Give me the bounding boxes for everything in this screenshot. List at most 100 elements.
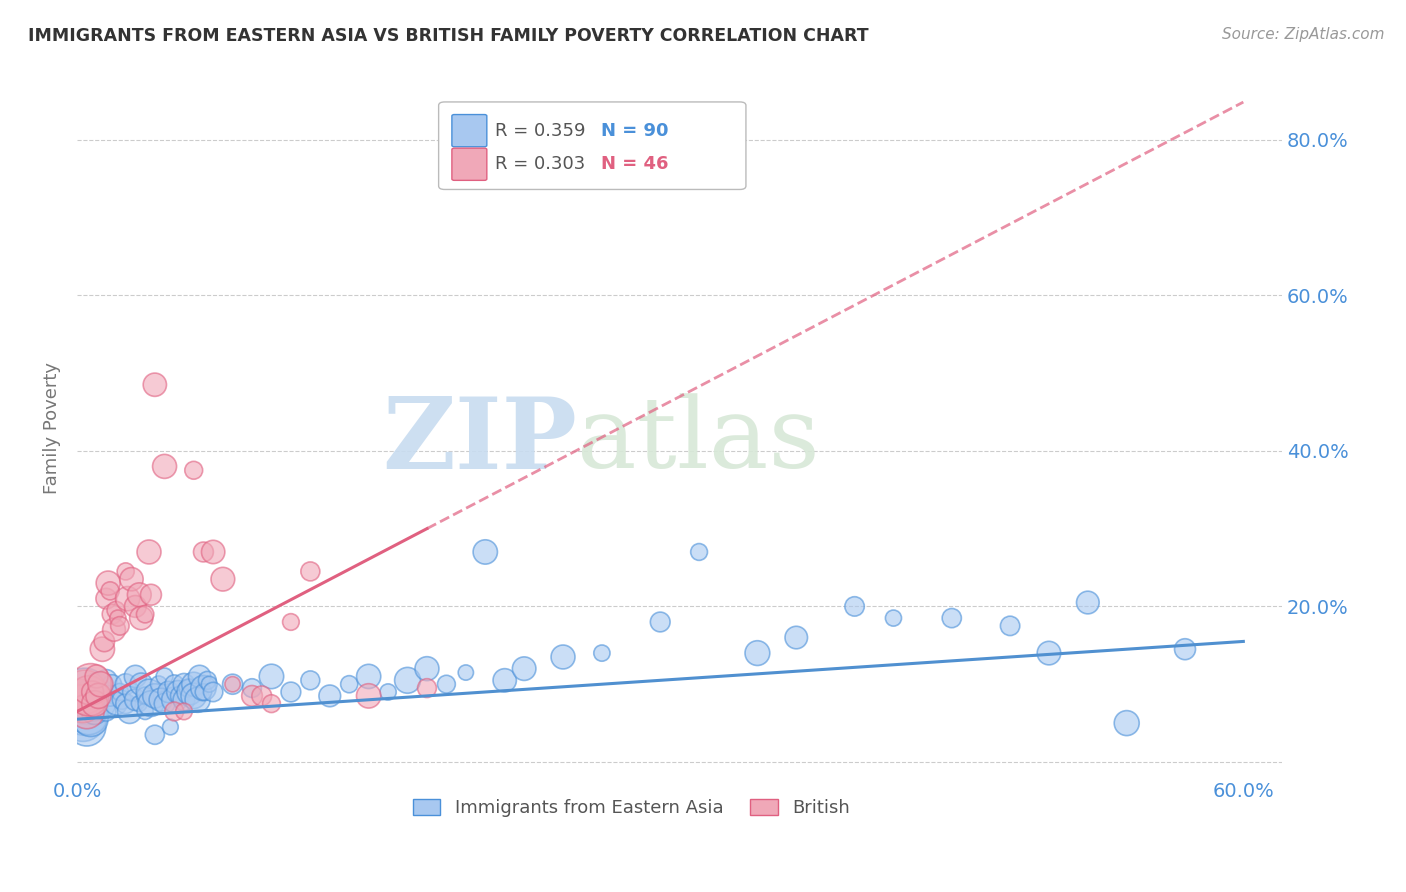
Point [76,697,98,711]
Point [77,689,100,703]
Point [173,677,195,691]
Point [299,565,322,579]
Point [260,697,283,711]
Point [998,619,1021,633]
FancyBboxPatch shape [439,102,747,189]
Point [153,669,176,683]
Point [785,631,807,645]
Text: R = 0.359: R = 0.359 [495,121,586,140]
Point [212,572,235,586]
Point [882,611,904,625]
Point [73,685,96,699]
Point [124,692,146,706]
Point [82,685,104,699]
Point [221,677,243,691]
Point [169,689,191,703]
Point [114,677,136,691]
Point [111,692,134,706]
Point [1038,646,1060,660]
Point [280,685,302,699]
Point [121,685,143,699]
Point [513,662,536,676]
Point [77,692,100,706]
Point [153,459,176,474]
Point [650,615,672,629]
Point [163,692,186,706]
Point [134,689,156,703]
Text: Source: ZipAtlas.com: Source: ZipAtlas.com [1222,27,1385,42]
Point [454,665,477,680]
Legend: Immigrants from Eastern Asia, British: Immigrants from Eastern Asia, British [406,792,856,824]
Point [474,545,496,559]
Point [941,611,963,625]
Point [129,611,152,625]
Point [416,662,439,676]
Point [98,689,121,703]
Point [202,685,225,699]
Y-axis label: Family Poverty: Family Poverty [44,361,60,493]
Point [101,607,124,622]
Point [183,677,205,691]
Point [89,677,111,691]
Text: R = 0.303: R = 0.303 [495,155,585,173]
Point [96,705,118,719]
Point [108,619,131,633]
Point [129,677,152,691]
Point [96,673,118,688]
Point [337,677,360,691]
Point [77,708,100,723]
Point [124,669,146,683]
Point [87,689,110,703]
Point [1077,595,1099,609]
Point [104,697,127,711]
Point [91,685,114,699]
Point [143,728,166,742]
Point [416,681,439,695]
Point [187,692,209,706]
Point [193,681,215,695]
Text: N = 90: N = 90 [602,121,669,140]
Point [591,646,613,660]
Point [128,588,150,602]
Point [93,634,115,648]
Point [195,673,218,688]
Point [80,677,103,691]
Point [72,712,94,726]
Text: N = 46: N = 46 [602,155,669,173]
Point [70,689,93,703]
Point [173,692,195,706]
Point [86,692,108,706]
Point [89,697,111,711]
Point [108,685,131,699]
Point [193,685,215,699]
Point [104,603,127,617]
Point [551,650,574,665]
Point [76,705,98,719]
Point [183,689,205,703]
Point [173,705,195,719]
Point [118,705,141,719]
Point [157,685,180,699]
Point [434,677,457,691]
Point [70,700,93,714]
Point [149,692,172,706]
Point [143,377,166,392]
Point [138,685,160,699]
Point [148,677,170,691]
Point [240,689,263,703]
Point [76,720,98,734]
Point [193,545,215,559]
Point [494,673,516,688]
Point [183,463,205,477]
Point [83,697,105,711]
Point [72,692,94,706]
Point [73,685,96,699]
Text: ZIP: ZIP [382,393,578,490]
Point [121,572,143,586]
Point [139,697,162,711]
Point [124,599,146,614]
Point [179,685,201,699]
Point [83,705,105,719]
Point [86,677,108,691]
Point [1115,716,1137,731]
